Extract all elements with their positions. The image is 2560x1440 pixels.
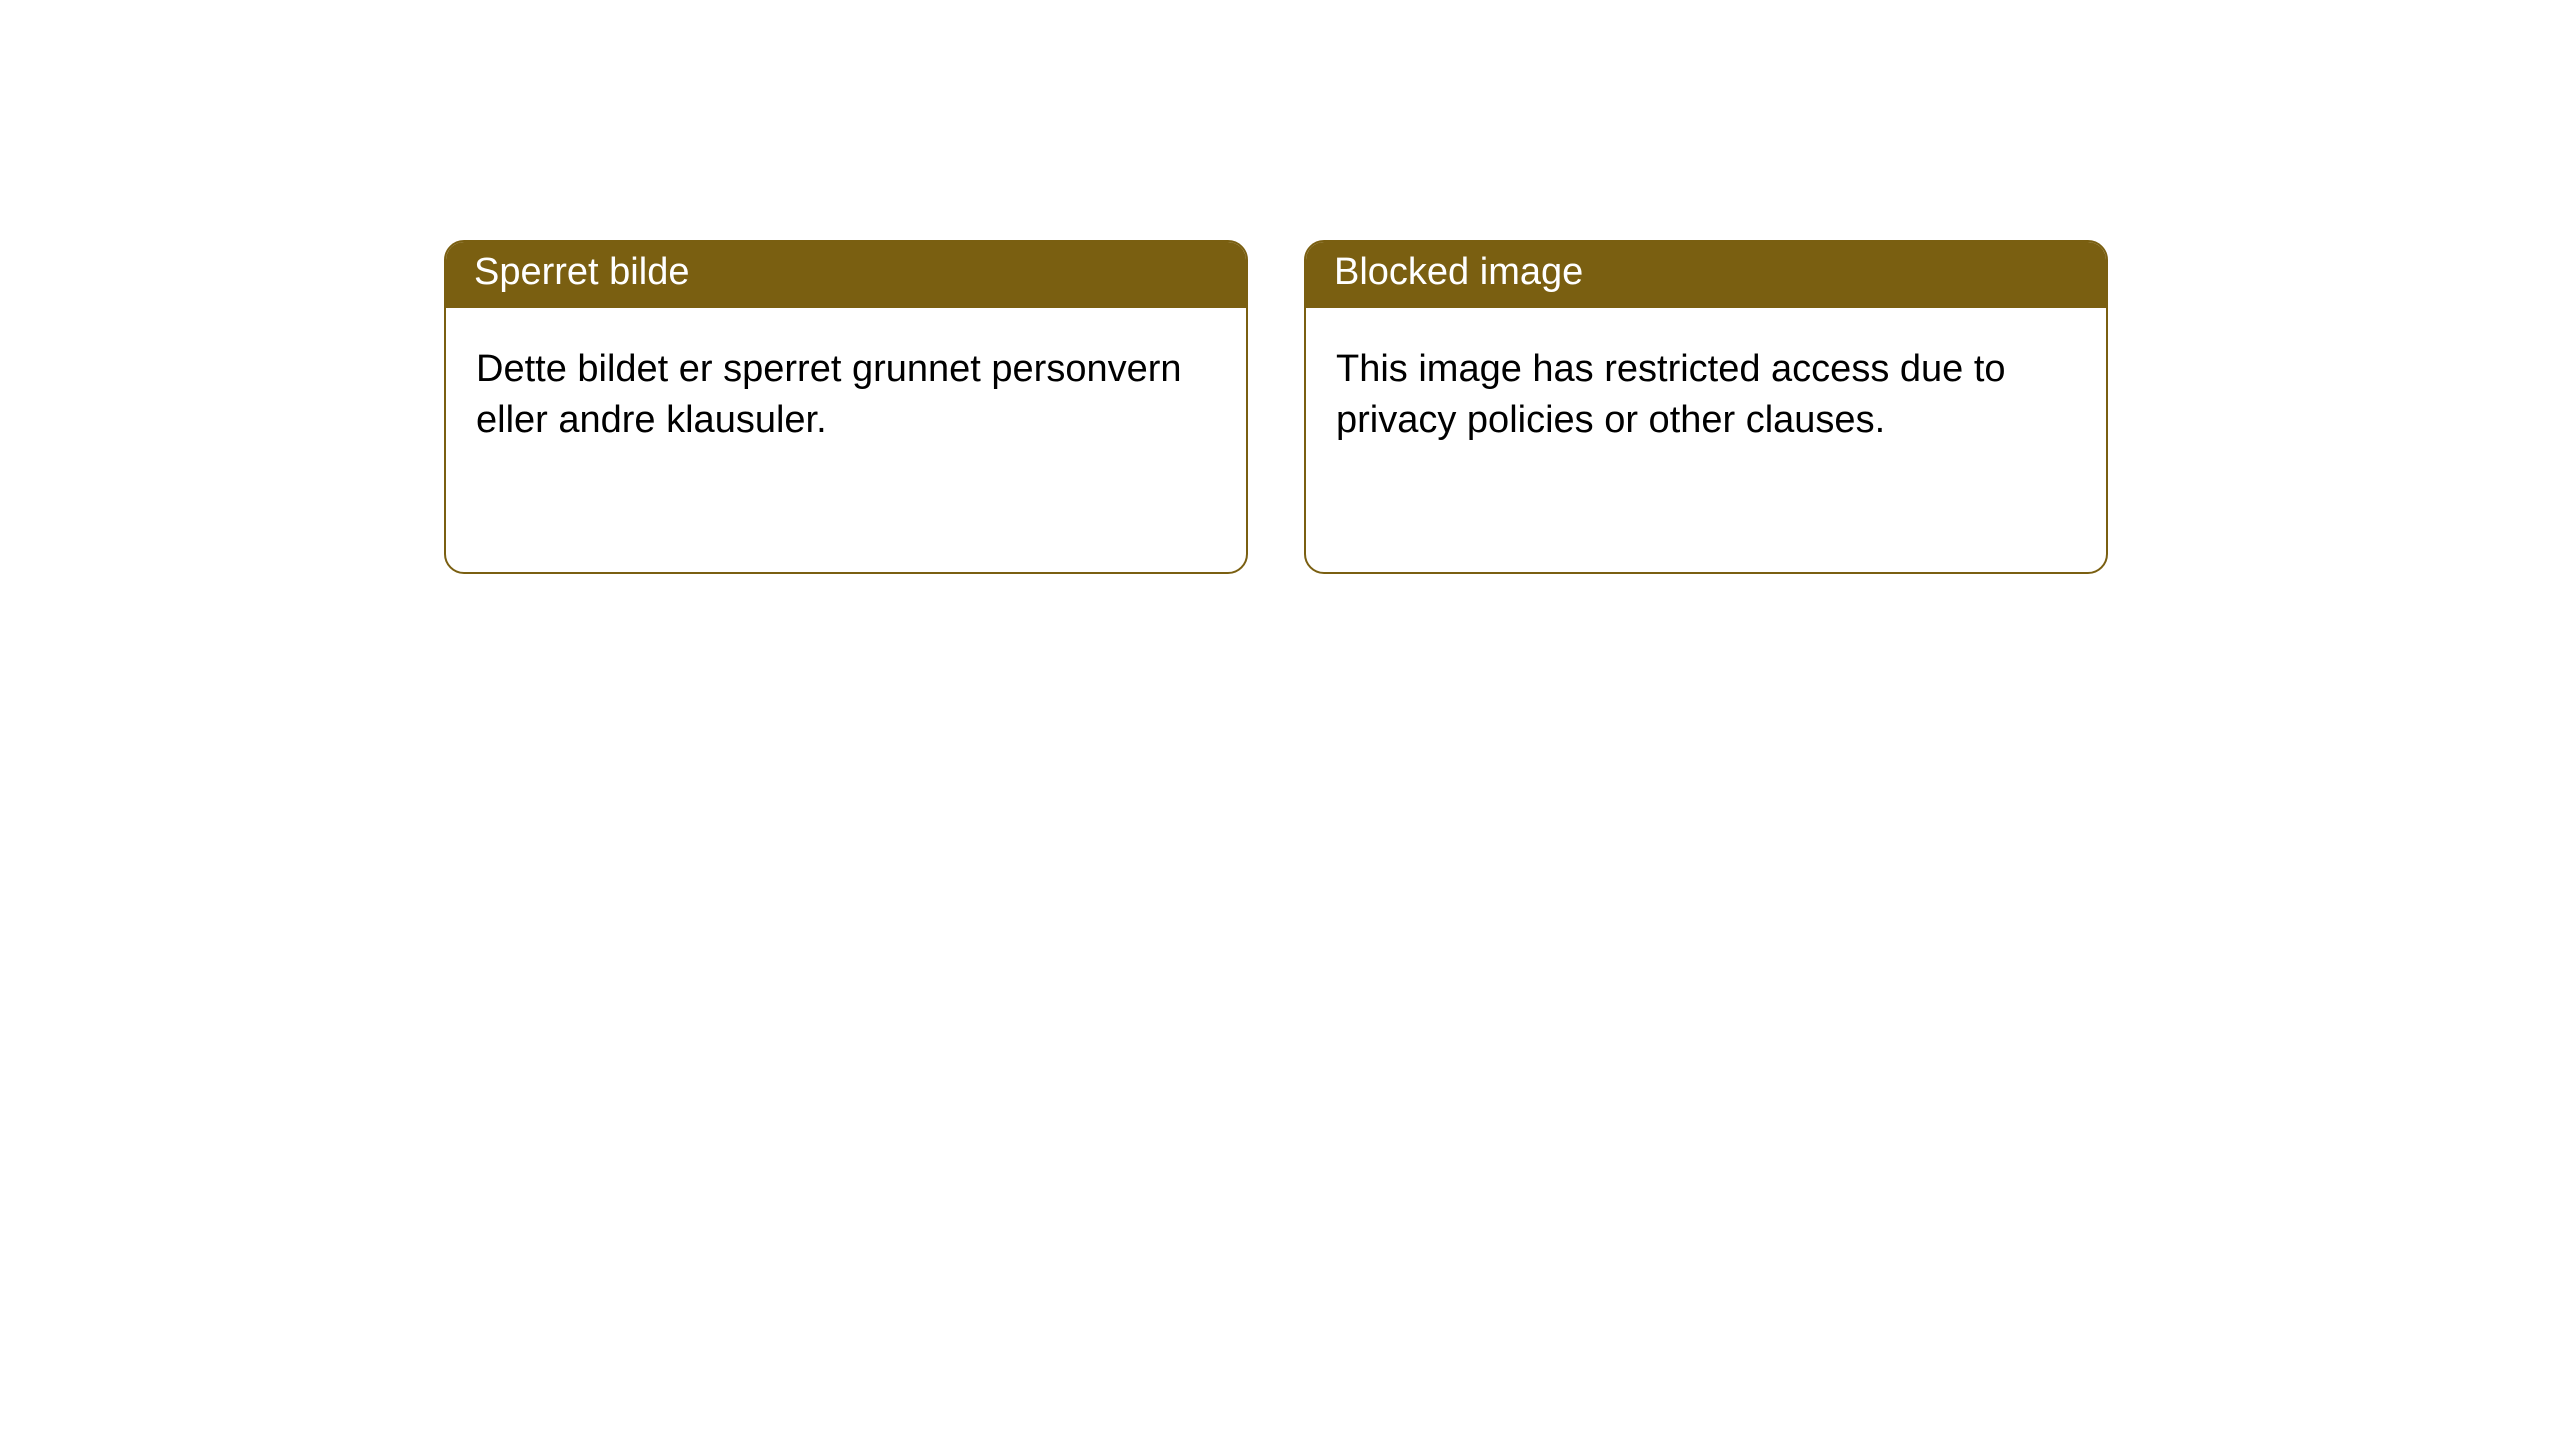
notice-container: Sperret bilde Dette bildet er sperret gr… (0, 0, 2560, 574)
notice-body-english: This image has restricted access due to … (1306, 308, 2106, 483)
notice-title-english: Blocked image (1306, 242, 2106, 308)
notice-card-english: Blocked image This image has restricted … (1304, 240, 2108, 574)
notice-card-norwegian: Sperret bilde Dette bildet er sperret gr… (444, 240, 1248, 574)
notice-body-norwegian: Dette bildet er sperret grunnet personve… (446, 308, 1246, 483)
notice-title-norwegian: Sperret bilde (446, 242, 1246, 308)
